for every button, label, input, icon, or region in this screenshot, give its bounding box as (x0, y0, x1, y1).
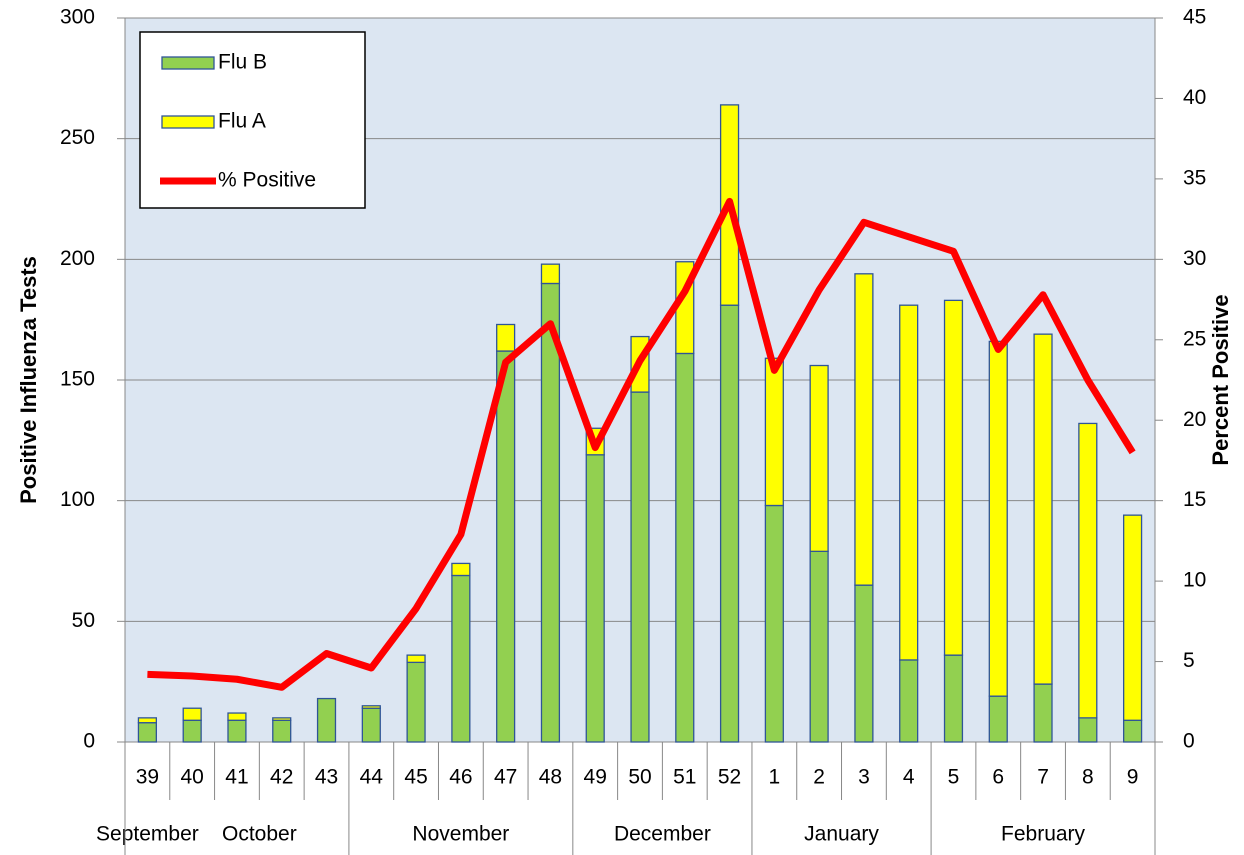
y2-tick-label: 0 (1183, 730, 1195, 753)
bar-segment (137, 722, 157, 743)
y2-tick-label: 45 (1183, 6, 1206, 29)
y2-axis-title: Percent Positive (1208, 294, 1233, 465)
month-label: February (1001, 823, 1086, 846)
x-tick-label: 51 (673, 766, 696, 789)
month-label: December (614, 823, 711, 846)
x-tick-label: 7 (1037, 766, 1049, 789)
y2-tick-label: 25 (1183, 327, 1206, 350)
x-tick-label: 39 (136, 766, 159, 789)
bar-segment (943, 299, 964, 656)
y-tick-label: 200 (60, 247, 95, 270)
bar-segment (451, 574, 471, 743)
y-tick-label: 250 (60, 126, 95, 149)
x-tick-label: 6 (992, 766, 1004, 789)
bar-segment (1033, 333, 1053, 685)
bar-segment (137, 717, 157, 724)
bar-segment (899, 304, 919, 661)
x-tick-label: 52 (718, 766, 741, 789)
y2-tick-label: 30 (1183, 247, 1206, 270)
bar-segment (764, 357, 784, 507)
x-tick-label: 4 (903, 766, 915, 789)
x-tick-label: 8 (1082, 766, 1094, 789)
legend-swatch (161, 56, 215, 70)
bar-segment (809, 550, 829, 743)
bar-segment (227, 719, 247, 743)
bar-segment (361, 707, 381, 743)
x-tick-label: 50 (628, 766, 651, 789)
x-tick-label: 44 (360, 766, 384, 789)
x-tick-label: 2 (813, 766, 825, 789)
bar-segment (272, 717, 292, 721)
y-axis-title: Positive Influenza Tests (16, 256, 41, 504)
y-tick-label: 150 (60, 368, 95, 391)
bar-segment (1123, 514, 1143, 721)
x-tick-label: 49 (584, 766, 607, 789)
x-tick-label: 48 (539, 766, 562, 789)
bar-segment (854, 584, 874, 743)
bar-segment (988, 340, 1008, 697)
legend-label: Flu B (218, 51, 267, 74)
y2-tick-label: 35 (1183, 166, 1206, 189)
month-label: September (96, 823, 199, 846)
bar-segment (451, 562, 471, 577)
bar-segment (764, 504, 784, 743)
bar-segment (182, 707, 202, 721)
y-tick-label: 50 (72, 609, 95, 632)
bar-segment (988, 695, 1008, 743)
bar-segment (719, 304, 740, 743)
y-tick-label: 100 (60, 488, 95, 511)
x-tick-label: 46 (449, 766, 472, 789)
bar-segment (943, 654, 964, 743)
y-tick-label: 0 (83, 730, 95, 753)
x-tick-label: 3 (858, 766, 870, 789)
bar-segment (496, 323, 516, 352)
bar-segment (540, 263, 561, 285)
bar-segment (1078, 422, 1098, 719)
y-tick-label: 300 (60, 6, 95, 29)
bar-segment (1123, 719, 1143, 743)
x-tick-label: 42 (270, 766, 293, 789)
bar-segment (630, 391, 650, 743)
bar-segment (540, 282, 561, 743)
y2-tick-label: 10 (1183, 569, 1206, 592)
bar-segment (899, 659, 919, 743)
x-tick-label: 45 (404, 766, 427, 789)
y2-tick-label: 40 (1183, 86, 1206, 109)
bar-segment (406, 654, 426, 664)
month-label: January (804, 823, 879, 846)
bar-segment (316, 697, 337, 743)
x-tick-label: 1 (769, 766, 781, 789)
month-label: October (222, 823, 297, 846)
y2-tick-label: 20 (1183, 408, 1206, 431)
legend-label: Flu A (218, 110, 266, 133)
x-tick-label: 43 (315, 766, 338, 789)
bar-segment (1033, 683, 1053, 743)
y2-tick-label: 5 (1183, 649, 1195, 672)
bar-segment (182, 719, 202, 743)
bar-segment (227, 712, 247, 721)
x-tick-label: 5 (948, 766, 960, 789)
x-tick-label: 9 (1127, 766, 1139, 789)
legend-swatch (161, 115, 215, 129)
bar-segment (809, 364, 829, 552)
y2-tick-label: 15 (1183, 488, 1206, 511)
x-tick-label: 47 (494, 766, 517, 789)
bar-segment (272, 719, 292, 743)
bar-segment (675, 352, 695, 743)
x-tick-label: 40 (180, 766, 203, 789)
bar-segment (406, 661, 426, 743)
bar-segment (361, 705, 381, 709)
bar-segment (496, 350, 516, 743)
x-tick-label: 41 (225, 766, 248, 789)
line (147, 197, 1136, 691)
bar-segment (854, 273, 874, 586)
month-label: November (412, 823, 509, 846)
legend-label: % Positive (218, 169, 316, 192)
bar-segment (585, 454, 605, 743)
bar-segment (1078, 717, 1098, 743)
